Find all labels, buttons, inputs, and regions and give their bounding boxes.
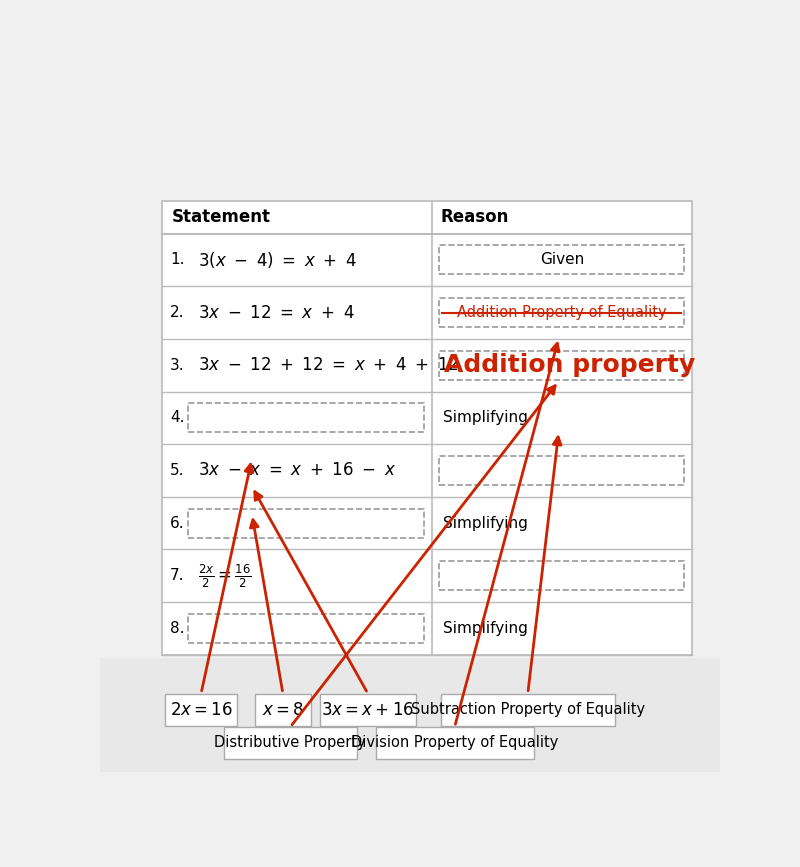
Text: $3x\ -\ x\ =\ x\ +\ 16\ -\ x$: $3x\ -\ x\ =\ x\ +\ 16\ -\ x$	[198, 461, 396, 479]
Text: $\frac{2x}{2} = \frac{16}{2}$: $\frac{2x}{2} = \frac{16}{2}$	[198, 562, 251, 590]
Bar	[441, 694, 614, 726]
Bar	[255, 694, 310, 726]
Text: Subtraction Property of Equality: Subtraction Property of Equality	[410, 702, 645, 717]
Text: 2.: 2.	[170, 305, 185, 320]
Bar	[166, 694, 237, 726]
Text: Distributive Property: Distributive Property	[214, 735, 366, 751]
Text: Given: Given	[540, 252, 584, 267]
Bar	[439, 298, 684, 327]
Bar	[439, 350, 684, 380]
Text: 3.: 3.	[170, 358, 185, 373]
Text: 8.: 8.	[170, 621, 185, 636]
Text: $x = 8$: $x = 8$	[262, 701, 304, 719]
Text: $3(x\ -\ 4)\ =\ x\ +\ 4$: $3(x\ -\ 4)\ =\ x\ +\ 4$	[198, 250, 357, 270]
Text: Reason: Reason	[441, 208, 510, 226]
Text: $2x = 16$: $2x = 16$	[170, 701, 233, 719]
Text: Division Property of Equality: Division Property of Equality	[351, 735, 558, 751]
Text: $3x\ -\ 12\ =\ x\ +\ 4$: $3x\ -\ 12\ =\ x\ +\ 4$	[198, 303, 354, 322]
Text: Addition property: Addition property	[444, 353, 695, 377]
Text: 7.: 7.	[170, 568, 185, 583]
Text: Addition Property of Equality: Addition Property of Equality	[457, 305, 666, 320]
Bar	[375, 727, 534, 759]
Bar	[224, 727, 357, 759]
Text: Simplifying: Simplifying	[443, 621, 528, 636]
Bar	[439, 456, 684, 485]
Text: 1.: 1.	[170, 252, 185, 267]
Bar	[162, 201, 692, 655]
Text: 4.: 4.	[170, 410, 185, 426]
Bar	[188, 403, 424, 433]
Text: Statement: Statement	[171, 208, 270, 226]
Bar	[188, 614, 424, 643]
Bar	[439, 561, 684, 590]
Text: Simplifying: Simplifying	[443, 516, 528, 531]
Text: $3x\ -\ 12\ +\ 12\ =\ x\ +\ 4\ +\ 12$: $3x\ -\ 12\ +\ 12\ =\ x\ +\ 4\ +\ 12$	[198, 356, 458, 375]
Bar	[100, 658, 720, 772]
Text: 6.: 6.	[170, 516, 185, 531]
Bar	[320, 694, 416, 726]
Bar	[439, 245, 684, 274]
Text: 5.: 5.	[170, 463, 185, 478]
Text: Simplifying: Simplifying	[443, 410, 528, 426]
Text: $3x = x + 16$: $3x = x + 16$	[322, 701, 414, 719]
Bar	[188, 509, 424, 538]
